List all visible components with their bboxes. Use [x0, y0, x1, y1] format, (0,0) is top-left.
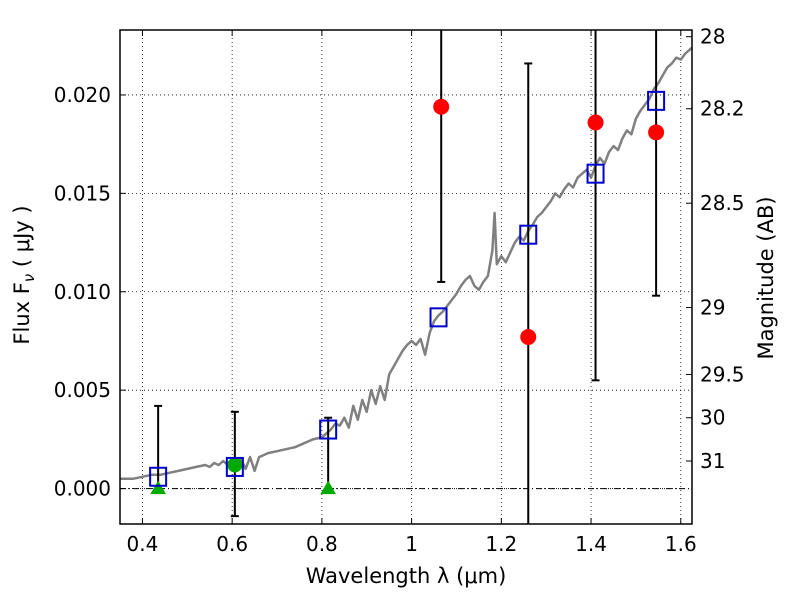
observed-flux-marker: [648, 124, 665, 141]
upper-limit-marker: [150, 480, 167, 495]
spectrum-line: [120, 46, 693, 480]
y-tick-label: 0.000: [54, 477, 111, 501]
x-tick-label: 1: [405, 532, 418, 556]
x-tick-label: 1.6: [665, 532, 697, 556]
mag-tick-label: 28.5: [700, 191, 745, 215]
x-tick-label: 0.6: [216, 532, 248, 556]
errorbars: [154, 30, 661, 524]
model-photometry-marker: [519, 224, 538, 245]
model-photometry-marker: [586, 163, 605, 184]
observed-flux-marker: [587, 114, 604, 131]
model-photometry-marker: [149, 466, 168, 487]
markers: [149, 90, 666, 495]
grid: [120, 30, 692, 524]
observed-flux-marker: [433, 98, 450, 115]
y-tick-label: 0.010: [54, 280, 111, 304]
y-tick-label: 0.015: [54, 181, 111, 205]
y2-axis-title: Magnitude (AB): [754, 196, 778, 359]
model-photometry-marker: [429, 307, 448, 328]
x-tick-label: 0.8: [306, 532, 338, 556]
mag-tick-label: 31: [700, 449, 725, 473]
model-photometry-marker: [225, 456, 244, 477]
x-tick-label: 1.4: [575, 532, 607, 556]
mag-tick-label: 29: [700, 296, 725, 320]
series-layer: [120, 46, 693, 480]
model-photometry-marker: [319, 419, 338, 440]
observed-flux-marker: [520, 329, 537, 346]
x-axis-title: Wavelength λ (μm): [306, 564, 507, 588]
mag-tick-label: 28: [700, 25, 725, 49]
plot-frame: [119, 29, 693, 525]
upper-limit-marker: [320, 480, 337, 495]
mag-tick-label: 30: [700, 406, 725, 430]
x-tick-label: 1.2: [485, 532, 517, 556]
mag-tick-label: 28.2: [700, 97, 745, 121]
mag-tick-label: 29.5: [700, 362, 745, 386]
y-tick-label: 0.020: [54, 83, 111, 107]
x-tick-label: 0.4: [127, 532, 159, 556]
ticks: 0.4 0.6 0.8 1 1.2 1.4 1.6 0.000 0.005 0.010 0.015 0…: [54, 25, 745, 556]
observed-detection-marker: [227, 457, 243, 473]
y-tick-label: 0.005: [54, 378, 111, 402]
model-photometry-marker: [647, 90, 666, 111]
y-axis-title: Flux Fν ( μJy ): [10, 205, 38, 344]
